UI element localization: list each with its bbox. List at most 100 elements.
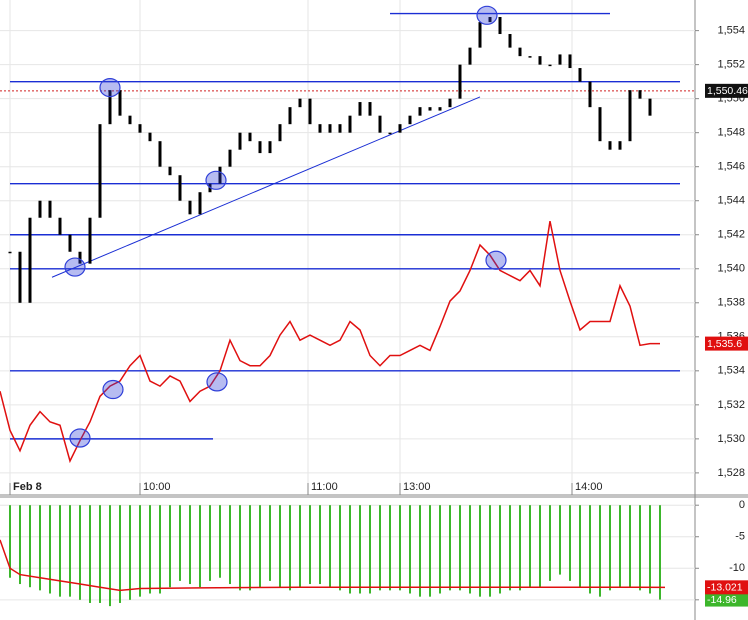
candle [558,54,562,65]
annotation-marker [69,428,91,448]
bar [419,505,421,597]
candle [308,98,312,125]
candle [638,90,642,99]
bar [519,505,521,591]
value-tag-label: -14.96 [707,594,737,606]
candle [178,175,182,201]
candle [488,17,492,23]
annotation-marker [102,379,124,400]
candle [8,251,12,254]
bar [369,505,371,594]
bar [449,505,451,591]
candle [598,107,602,142]
candle [468,47,472,65]
bar [29,505,31,588]
bar [289,505,291,591]
bar [579,505,581,588]
y-tick-label: -5 [735,531,745,543]
x-tick-label: 10:00 [143,481,171,493]
bar [39,505,41,591]
bar [99,505,101,603]
bar [199,505,201,588]
candle [578,68,582,82]
candle [548,64,552,67]
x-tick-label: 14:00 [575,481,603,493]
candle [378,115,382,133]
bar [209,505,211,581]
candle [458,64,462,99]
candle [298,98,302,108]
line [0,220,660,464]
bar [49,505,51,594]
bar [339,505,341,591]
annotation-marker [205,170,227,190]
bar [409,505,411,594]
bar [129,505,131,600]
bar [479,505,481,597]
candle [438,107,442,111]
bar [399,505,401,591]
candle [68,234,72,252]
candle [628,90,632,142]
candle [328,124,332,133]
candle [268,141,272,154]
candle [448,98,452,108]
value-tag [705,592,748,607]
bar [219,505,221,578]
bar [659,505,661,600]
y-tick-label: 1,532 [717,399,745,411]
candle [88,217,92,264]
value-tag [705,83,748,98]
value-tag-label: -13.021 [707,582,743,594]
candle [428,107,432,111]
candle [648,98,652,116]
candle [18,251,22,303]
bar [469,505,471,594]
bar [649,505,651,594]
candle [588,81,592,108]
bar [529,505,531,588]
bar [9,505,11,578]
bar [109,505,111,607]
y-tick-label: 1,554 [717,25,745,37]
line [0,539,666,592]
x-tick-label: Feb 8 [13,481,42,493]
candle [498,17,502,35]
y-tick-label: 1,530 [717,433,745,445]
y-tick-label: 1,538 [717,297,745,309]
y-tick-label: 1,552 [717,59,745,71]
bar [329,505,331,588]
candle [218,166,222,184]
x-tick-label: 11:00 [311,481,338,493]
y-tick-label: 1,542 [717,229,745,241]
bar [279,505,281,588]
annotation-marker [485,250,507,270]
bar [79,505,81,600]
bar [359,505,361,594]
bar [569,505,571,581]
candle [28,217,32,303]
bar [349,505,351,594]
bar [139,505,141,597]
candle [38,200,42,218]
value-tag [705,336,748,351]
candle [248,132,252,142]
bar [599,505,601,597]
y-tick-label: 1,528 [717,467,745,479]
candle [228,149,232,167]
candle [148,132,152,142]
bar [89,505,91,603]
y-tick-label: 1,534 [717,365,745,377]
candle [108,90,112,125]
bar [19,505,21,585]
candle [238,132,242,150]
value-tag [705,580,748,595]
bar [189,505,191,585]
bar [549,505,551,581]
bar [319,505,321,585]
candle [138,124,142,133]
bar [429,505,431,597]
candle [418,107,422,116]
